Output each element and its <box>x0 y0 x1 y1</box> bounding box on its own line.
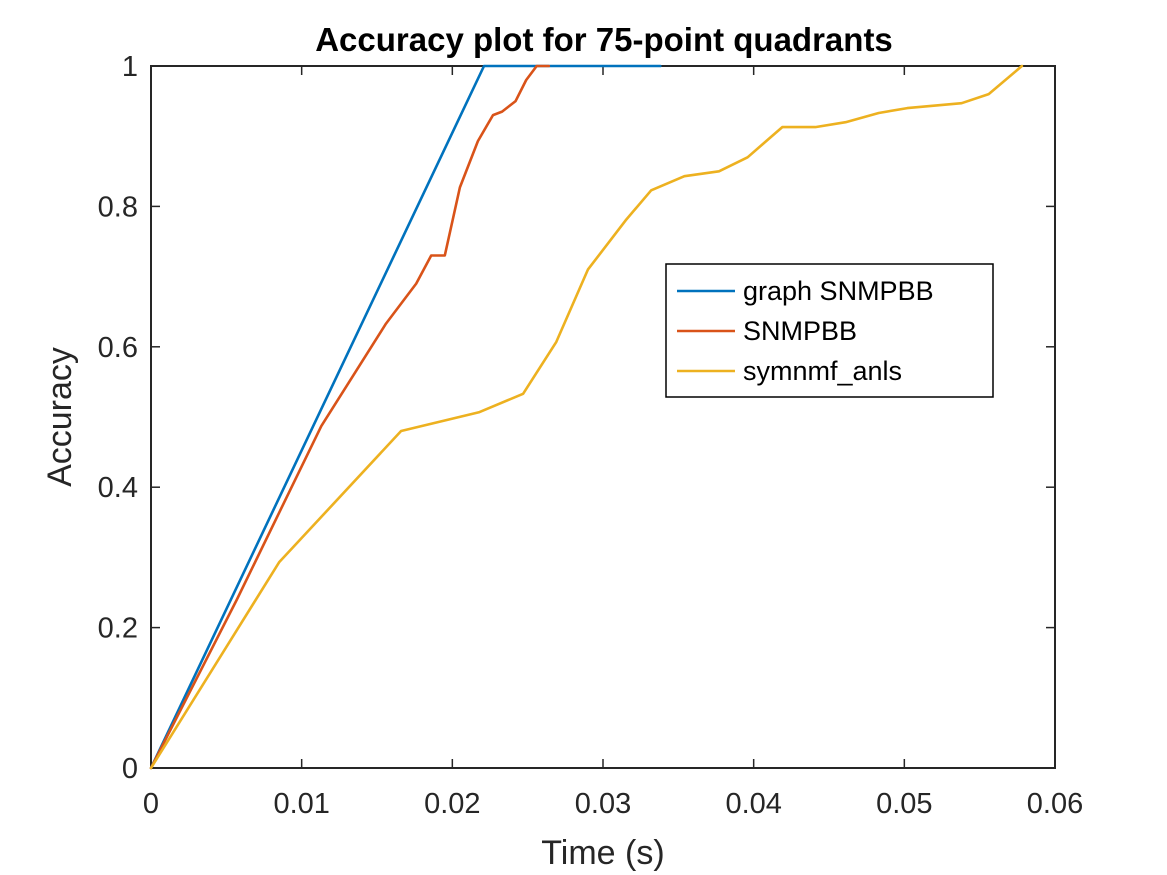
legend-label-graph-snmpbb: graph SNMPBB <box>743 276 934 306</box>
y-tick-label: 0.2 <box>98 613 138 645</box>
chart-title: Accuracy plot for 75-point quadrants <box>315 21 893 58</box>
legend-label-snmpbb: SNMPBB <box>743 316 857 346</box>
y-tick-label: 0.6 <box>98 332 138 364</box>
y-axis: 0 0.2 0.4 0.6 0.8 1 <box>98 51 1055 785</box>
x-tick-label: 0.02 <box>424 788 480 820</box>
legend-label-symnmf-anls: symnmf_anls <box>743 356 902 386</box>
y-axis-label: Accuracy <box>41 347 79 487</box>
y-tick-label: 0 <box>122 753 138 785</box>
x-axis-label: Time (s) <box>541 834 664 872</box>
x-tick-label: 0 <box>143 788 159 820</box>
y-tick-label: 1 <box>122 51 138 83</box>
series-line-symnmf-anls <box>149 64 1024 770</box>
x-tick-label: 0.01 <box>273 788 329 820</box>
plot-frame <box>150 65 1056 769</box>
x-tick-label: 0.06 <box>1027 788 1083 820</box>
legend: graph SNMPBB SNMPBB symnmf_anls <box>665 263 994 398</box>
x-tick-label: 0.05 <box>876 788 932 820</box>
series-lines <box>149 64 1024 770</box>
series-line-graph-snmpbb <box>149 64 662 770</box>
x-axis: 0 0.01 0.02 0.03 0.04 0.05 0.06 <box>143 66 1083 820</box>
series-line-snmpbb <box>149 64 551 770</box>
y-tick-label: 0.4 <box>98 472 138 504</box>
x-tick-label: 0.04 <box>725 788 781 820</box>
y-tick-label: 0.8 <box>98 191 138 223</box>
x-tick-label: 0.03 <box>575 788 631 820</box>
